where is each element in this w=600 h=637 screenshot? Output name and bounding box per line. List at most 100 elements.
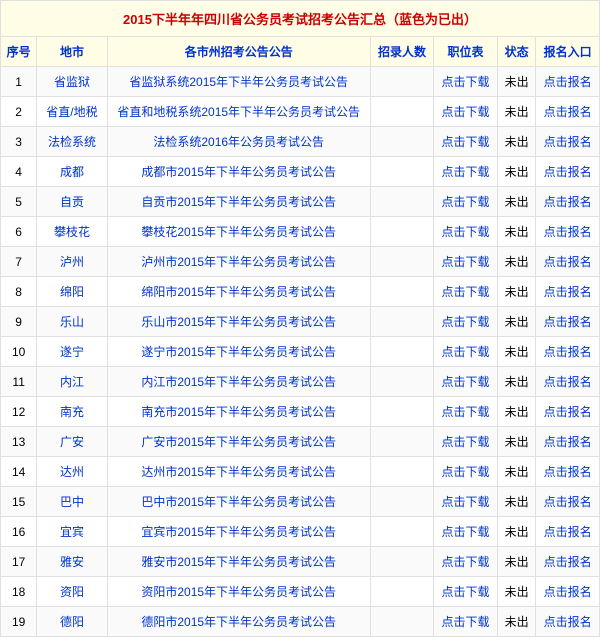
cell-status: 未出 [497,247,536,277]
cell-notice[interactable]: 德阳市2015年下半年公务员考试公告 [107,607,370,637]
download-link[interactable]: 点击下载 [434,607,498,637]
cell-count [370,517,434,547]
download-link[interactable]: 点击下载 [434,277,498,307]
download-link[interactable]: 点击下载 [434,127,498,157]
apply-link[interactable]: 点击报名 [536,277,600,307]
apply-link[interactable]: 点击报名 [536,67,600,97]
apply-link[interactable]: 点击报名 [536,547,600,577]
cell-count [370,607,434,637]
download-link[interactable]: 点击下载 [434,577,498,607]
download-link[interactable]: 点击下载 [434,397,498,427]
cell-seq: 9 [1,307,37,337]
cell-notice[interactable]: 宜宾市2015年下半年公务员考试公告 [107,517,370,547]
cell-notice[interactable]: 泸州市2015年下半年公务员考试公告 [107,247,370,277]
cell-region[interactable]: 达州 [37,457,107,487]
download-link[interactable]: 点击下载 [434,547,498,577]
apply-link[interactable]: 点击报名 [536,157,600,187]
download-link[interactable]: 点击下载 [434,217,498,247]
cell-region[interactable]: 宜宾 [37,517,107,547]
cell-status: 未出 [497,367,536,397]
download-link[interactable]: 点击下载 [434,307,498,337]
apply-link[interactable]: 点击报名 [536,577,600,607]
cell-notice[interactable]: 省直和地税系统2015年下半年公务员考试公告 [107,97,370,127]
cell-region[interactable]: 法检系统 [37,127,107,157]
apply-link[interactable]: 点击报名 [536,307,600,337]
download-link[interactable]: 点击下载 [434,97,498,127]
apply-link[interactable]: 点击报名 [536,187,600,217]
download-link[interactable]: 点击下载 [434,157,498,187]
cell-region[interactable]: 广安 [37,427,107,457]
cell-region[interactable]: 资阳 [37,577,107,607]
cell-notice[interactable]: 绵阳市2015年下半年公务员考试公告 [107,277,370,307]
apply-link[interactable]: 点击报名 [536,97,600,127]
table-row: 6攀枝花攀枝花2015年下半年公务员考试公告点击下载未出点击报名 [1,217,600,247]
cell-notice[interactable]: 乐山市2015年下半年公务员考试公告 [107,307,370,337]
cell-status: 未出 [497,337,536,367]
cell-notice[interactable]: 巴中市2015年下半年公务员考试公告 [107,487,370,517]
apply-link[interactable]: 点击报名 [536,517,600,547]
cell-notice[interactable]: 广安市2015年下半年公务员考试公告 [107,427,370,457]
download-link[interactable]: 点击下载 [434,427,498,457]
cell-status: 未出 [497,277,536,307]
apply-link[interactable]: 点击报名 [536,337,600,367]
cell-status: 未出 [497,517,536,547]
table-row: 3法检系统法检系统2016年公务员考试公告点击下载未出点击报名 [1,127,600,157]
cell-region[interactable]: 雅安 [37,547,107,577]
download-link[interactable]: 点击下载 [434,247,498,277]
cell-notice[interactable]: 自贡市2015年下半年公务员考试公告 [107,187,370,217]
table-row: 2省直/地税省直和地税系统2015年下半年公务员考试公告点击下载未出点击报名 [1,97,600,127]
col-seq: 序号 [1,37,37,67]
cell-region[interactable]: 攀枝花 [37,217,107,247]
table-title: 2015下半年年四川省公务员考试招考公告汇总（蓝色为已出） [1,1,600,37]
col-notice: 各市州招考公告公告 [107,37,370,67]
download-link[interactable]: 点击下载 [434,487,498,517]
cell-count [370,157,434,187]
cell-region[interactable]: 省监狱 [37,67,107,97]
col-status: 状态 [497,37,536,67]
cell-notice[interactable]: 成都市2015年下半年公务员考试公告 [107,157,370,187]
apply-link[interactable]: 点击报名 [536,247,600,277]
cell-notice[interactable]: 资阳市2015年下半年公务员考试公告 [107,577,370,607]
cell-notice[interactable]: 遂宁市2015年下半年公务员考试公告 [107,337,370,367]
apply-link[interactable]: 点击报名 [536,607,600,637]
apply-link[interactable]: 点击报名 [536,397,600,427]
cell-region[interactable]: 自贡 [37,187,107,217]
cell-count [370,247,434,277]
col-region: 地市 [37,37,107,67]
cell-status: 未出 [497,97,536,127]
cell-notice[interactable]: 雅安市2015年下半年公务员考试公告 [107,547,370,577]
cell-notice[interactable]: 攀枝花2015年下半年公务员考试公告 [107,217,370,247]
download-link[interactable]: 点击下载 [434,457,498,487]
download-link[interactable]: 点击下载 [434,187,498,217]
apply-link[interactable]: 点击报名 [536,127,600,157]
cell-region[interactable]: 南充 [37,397,107,427]
apply-link[interactable]: 点击报名 [536,367,600,397]
cell-notice[interactable]: 内江市2015年下半年公务员考试公告 [107,367,370,397]
cell-status: 未出 [497,187,536,217]
download-link[interactable]: 点击下载 [434,337,498,367]
apply-link[interactable]: 点击报名 [536,217,600,247]
cell-notice[interactable]: 南充市2015年下半年公务员考试公告 [107,397,370,427]
cell-region[interactable]: 遂宁 [37,337,107,367]
apply-link[interactable]: 点击报名 [536,487,600,517]
cell-count [370,367,434,397]
apply-link[interactable]: 点击报名 [536,427,600,457]
cell-notice[interactable]: 省监狱系统2015年下半年公务员考试公告 [107,67,370,97]
cell-region[interactable]: 巴中 [37,487,107,517]
download-link[interactable]: 点击下载 [434,367,498,397]
cell-region[interactable]: 德阳 [37,607,107,637]
cell-region[interactable]: 泸州 [37,247,107,277]
cell-notice[interactable]: 达州市2015年下半年公务员考试公告 [107,457,370,487]
download-link[interactable]: 点击下载 [434,67,498,97]
table-row: 10遂宁遂宁市2015年下半年公务员考试公告点击下载未出点击报名 [1,337,600,367]
cell-seq: 11 [1,367,37,397]
cell-region[interactable]: 乐山 [37,307,107,337]
cell-seq: 3 [1,127,37,157]
cell-region[interactable]: 省直/地税 [37,97,107,127]
cell-notice[interactable]: 法检系统2016年公务员考试公告 [107,127,370,157]
cell-region[interactable]: 内江 [37,367,107,397]
cell-region[interactable]: 绵阳 [37,277,107,307]
download-link[interactable]: 点击下载 [434,517,498,547]
apply-link[interactable]: 点击报名 [536,457,600,487]
cell-region[interactable]: 成都 [37,157,107,187]
